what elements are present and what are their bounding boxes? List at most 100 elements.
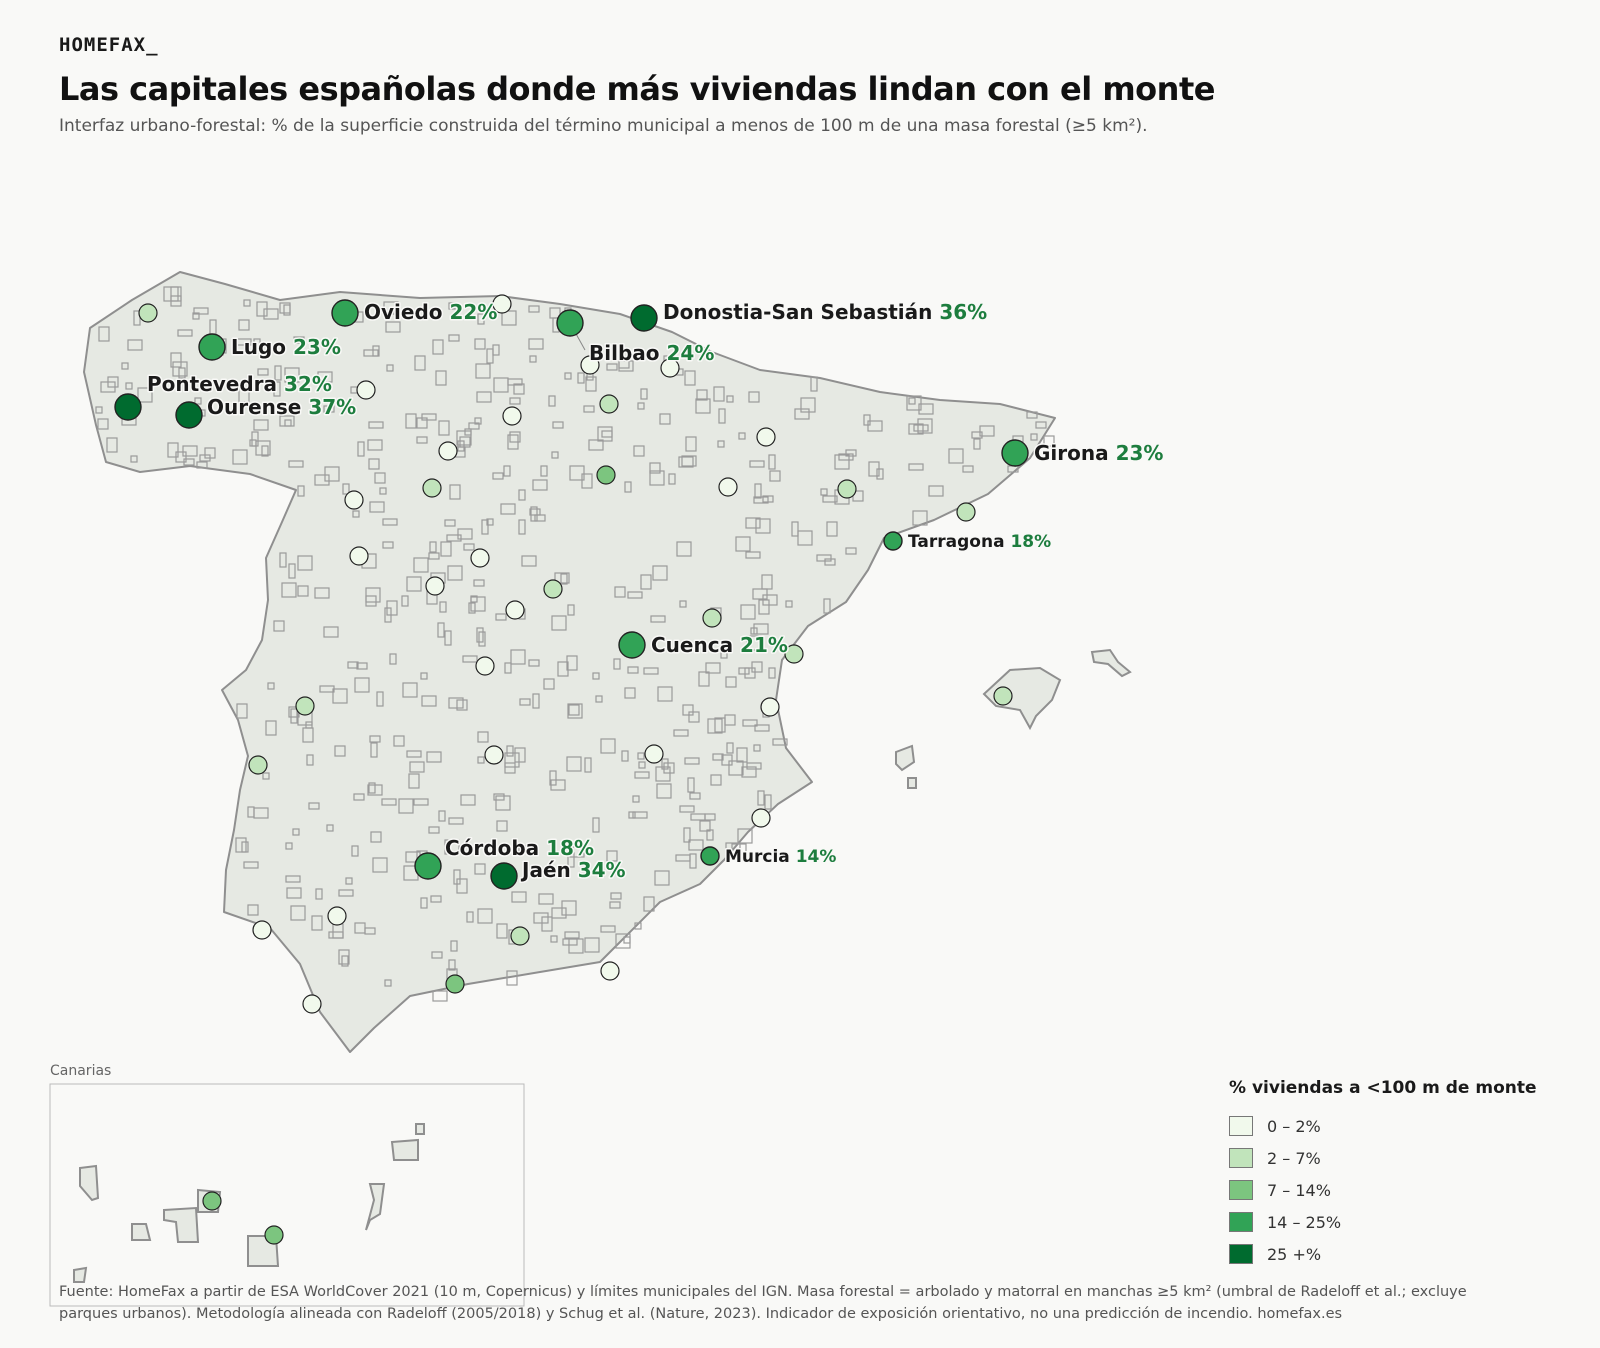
legend-swatch — [1229, 1212, 1253, 1232]
land-texture-block — [752, 588, 768, 600]
capital-marker — [302, 994, 322, 1014]
land-texture-block — [486, 348, 494, 364]
land-texture-block — [308, 802, 320, 810]
land-texture-block — [449, 484, 461, 500]
land-texture-block — [416, 436, 428, 444]
land-texture-block — [637, 752, 645, 760]
legend: % viviendas a <100 m de monte 0 – 2% 2 –… — [1229, 1078, 1537, 1270]
land-texture-block — [718, 408, 726, 424]
land-texture-block — [610, 892, 622, 900]
land-texture-block — [256, 301, 268, 317]
land-texture-block — [456, 699, 468, 711]
land-texture-block — [768, 454, 776, 470]
land-texture-block — [504, 752, 520, 768]
land-texture-block — [785, 600, 793, 608]
land-texture-block — [761, 574, 773, 590]
city-name: Pontevedra — [147, 372, 277, 396]
land-texture-block — [468, 602, 476, 614]
land-texture-block — [430, 895, 442, 903]
land-texture-block — [1035, 421, 1047, 429]
land-texture-block — [548, 395, 556, 407]
land-texture-block — [632, 811, 648, 819]
land-texture-block — [600, 738, 616, 754]
land-texture-block — [421, 413, 437, 421]
land-texture-block — [462, 655, 478, 663]
capital-marker — [475, 656, 495, 676]
land-texture-block — [908, 423, 924, 435]
land-texture-block — [261, 445, 269, 457]
city-percentage: 14% — [796, 847, 837, 867]
land-texture-block — [568, 704, 580, 716]
land-texture-block — [682, 704, 694, 716]
land-texture-block — [95, 406, 103, 414]
land-texture-block — [406, 576, 422, 592]
land-texture-block — [297, 555, 313, 571]
land-texture-block — [744, 667, 756, 679]
land-texture-block — [384, 607, 392, 623]
land-texture-block — [357, 441, 365, 457]
land-texture-block — [749, 460, 765, 468]
land-texture-block — [398, 798, 414, 814]
land-texture-block — [262, 772, 270, 780]
legend-label: 7 – 14% — [1267, 1180, 1331, 1200]
land-texture-block — [247, 904, 259, 916]
city-name: Tarragona — [908, 532, 1005, 552]
canary-island-land — [131, 1223, 152, 1241]
land-texture-block — [628, 811, 636, 819]
land-texture-block — [623, 936, 631, 944]
land-texture-block — [351, 845, 359, 857]
land-texture-block — [643, 667, 659, 675]
land-texture-block — [800, 397, 816, 413]
land-texture-block — [370, 742, 378, 758]
capital-marker — [492, 294, 512, 314]
land-texture-block — [962, 465, 974, 473]
land-texture-block — [650, 615, 666, 623]
land-texture-block — [334, 745, 346, 757]
land-texture-block — [712, 753, 724, 761]
legend-title: % viviendas a <100 m de monte — [1229, 1078, 1537, 1098]
land-texture-block — [97, 418, 109, 430]
land-texture-block — [741, 766, 757, 778]
land-texture-block — [453, 869, 461, 885]
land-texture-block — [474, 338, 486, 350]
legend-label: 2 – 7% — [1267, 1148, 1321, 1168]
land-texture-block — [363, 349, 379, 357]
land-texture-block — [661, 758, 669, 770]
land-texture-block — [684, 757, 700, 765]
land-texture-block — [560, 573, 568, 585]
balearic-island-land — [982, 666, 1062, 731]
land-texture-block — [372, 345, 380, 357]
land-texture-block — [401, 595, 409, 607]
capital-marker — [993, 686, 1013, 706]
land-texture-block — [381, 798, 397, 806]
land-texture-block — [634, 771, 650, 779]
city-label: Pontevedra 32% — [147, 372, 332, 396]
land-texture-block — [928, 485, 944, 497]
land-texture-block — [503, 465, 511, 477]
land-texture-block — [432, 339, 444, 355]
land-texture-block — [326, 824, 334, 832]
land-texture-block — [581, 473, 593, 489]
legend-item: 0 – 2% — [1229, 1110, 1537, 1142]
land-texture-block — [470, 596, 486, 612]
land-texture-block — [193, 307, 209, 315]
land-texture-block — [368, 458, 380, 470]
land-texture-block — [279, 552, 287, 568]
legend-swatch — [1229, 1244, 1253, 1264]
capital-marker — [599, 394, 619, 414]
land-texture-block — [236, 703, 248, 719]
land-texture-block — [177, 329, 193, 337]
land-texture-block — [486, 518, 494, 526]
land-texture-block — [474, 417, 482, 425]
land-texture-block — [705, 662, 721, 674]
land-texture-block — [764, 794, 772, 810]
land-texture-block — [824, 558, 836, 566]
land-texture-block — [948, 448, 964, 464]
land-texture-block — [746, 635, 762, 651]
land-texture-block — [338, 889, 354, 897]
land-texture-block — [678, 456, 694, 468]
land-texture-block — [758, 599, 770, 615]
land-texture-block — [632, 795, 640, 803]
land-texture-block — [317, 371, 333, 383]
land-layer — [83, 271, 1132, 1053]
